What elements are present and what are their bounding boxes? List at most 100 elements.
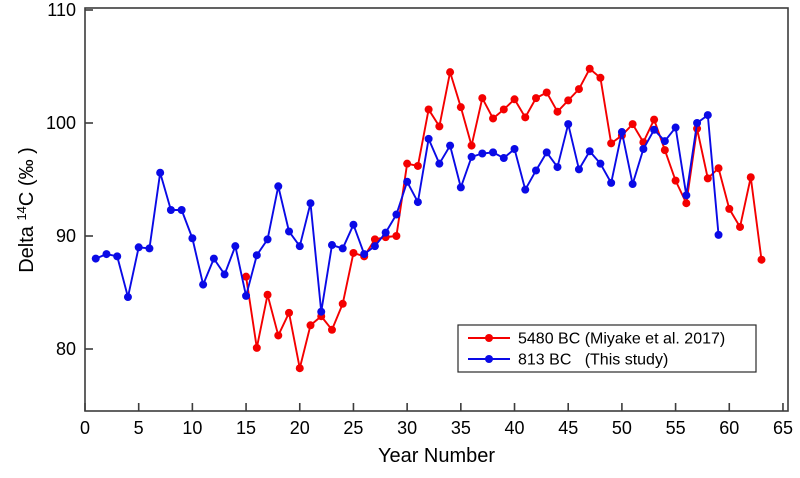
svg-text:60: 60 [719,418,739,438]
svg-text:0: 0 [80,418,90,438]
x-axis-ticks [84,403,784,411]
legend-label: 5480 BC (Miyake et al. 2017) [518,331,725,348]
data-point [274,331,283,340]
data-point [650,125,659,134]
data-point [682,199,691,208]
data-point [585,147,594,156]
svg-text:110: 110 [47,0,76,20]
svg-text:80: 80 [56,339,76,359]
data-point [360,250,369,259]
data-point [617,128,626,137]
data-point [446,68,455,77]
data-point [134,243,143,252]
data-point [188,234,197,243]
data-point [349,220,358,229]
y-axis-ticks [85,9,93,350]
data-point [424,134,433,143]
svg-text:65: 65 [773,418,793,438]
data-point [607,139,616,148]
data-point [403,177,412,186]
data-point [456,103,465,112]
legend-box [457,324,757,373]
data-point [392,232,401,240]
data-point [338,244,347,253]
data-point [489,148,498,157]
data-point [435,122,444,131]
data-point [671,123,680,132]
data-point [532,94,540,103]
data-point [628,180,637,189]
data-point [317,307,326,316]
svg-text:90: 90 [56,226,76,246]
data-point [156,168,165,177]
legend: 5480 BC (Miyake et al. 2017) 813 BC (This… [457,324,757,373]
svg-text:15: 15 [236,418,256,438]
data-point [542,148,551,157]
data-point [285,308,294,317]
data-point [327,325,336,334]
data-point [252,251,261,260]
data-point [499,154,508,163]
data-point [113,252,122,261]
data-point [102,250,111,259]
legend-entry: 5480 BC (Miyake et al. 2017) [468,331,725,348]
data-point [370,235,379,244]
data-point [242,291,251,300]
data-point [145,244,154,253]
data-point [392,210,401,219]
data-point [703,174,712,183]
data-point [564,96,573,105]
legend-marker [485,334,493,342]
data-point [596,159,605,168]
data-point [521,113,530,122]
data-point [381,228,390,237]
legend-entry: 813 BC (This study) [468,352,668,369]
data-point [177,206,186,215]
x-axis-title: Year Number [378,445,495,467]
svg-text:5: 5 [134,418,144,438]
data-point [242,272,251,281]
data-point [413,198,422,207]
data-point [510,144,519,153]
data-point [574,85,583,94]
y-axis-tick-labels: 80 90 100 110 [46,0,76,359]
data-point [209,254,218,263]
data-point [532,166,540,175]
data-point [510,95,519,104]
data-point [542,88,551,97]
svg-text:50: 50 [612,418,632,438]
data-point [478,94,487,103]
data-point [607,178,616,187]
data-point [467,152,476,161]
data-point [682,191,691,200]
data-point [349,248,358,257]
data-point [585,64,594,73]
data-point [413,161,422,170]
data-point [424,105,433,114]
data-point [725,204,734,213]
data-point [166,206,175,215]
data-point [403,159,412,168]
data-point [91,254,100,263]
svg-text:10: 10 [182,418,202,438]
data-point [574,165,583,174]
data-point [703,111,712,120]
data-point [306,321,315,330]
data-point [478,149,487,158]
x-axis-tick-labels: 0 5 10 15 20 25 30 35 40 45 50 55 60 65 [80,418,793,438]
svg-text:100: 100 [46,113,76,133]
data-point [714,164,723,173]
svg-text:40: 40 [505,418,525,438]
data-point [660,146,669,155]
data-point [295,364,304,373]
data-point [736,222,745,231]
plot-frame [84,7,789,412]
legend-label: 813 BC (This study) [518,352,668,369]
data-point [714,230,723,239]
data-point [252,343,261,352]
svg-text:45: 45 [558,418,578,438]
data-point [263,235,272,244]
